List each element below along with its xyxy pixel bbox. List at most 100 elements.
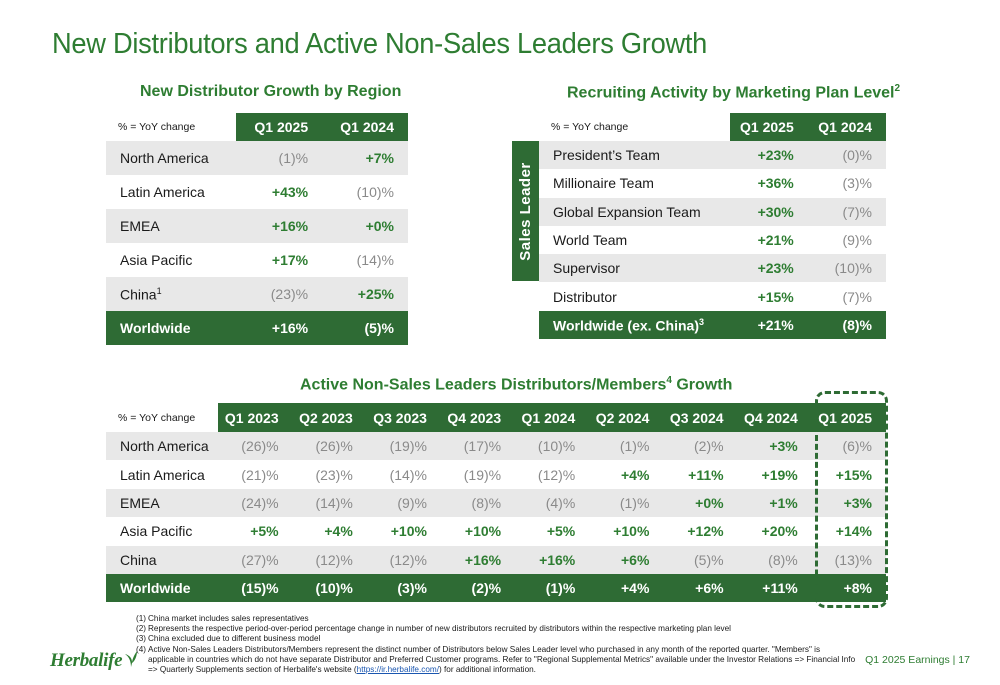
footnote: (3) China excluded due to different busin… (136, 634, 321, 644)
worldwide-row: Worldwide (ex. China)3 +21% (8)% (539, 310, 886, 340)
table-row: World Team +21% (9)% (539, 226, 886, 254)
cell-value: (1)% (236, 141, 323, 175)
cell-value: +21% (729, 310, 808, 340)
row-label: Distributor (553, 288, 617, 305)
cell-value: +43% (271, 184, 309, 200)
column-header: Q3 2023 (366, 403, 441, 432)
column-header: Q4 2023 (440, 403, 516, 432)
cell-value: +15% (835, 466, 872, 483)
column-header: Q1 2024 (807, 113, 886, 141)
cell-value: +23% (729, 141, 808, 170)
cell-value: +14% (835, 523, 872, 540)
cell-value: (26)% (218, 432, 293, 461)
row-label: China1 (106, 277, 237, 311)
cell-value: (10)% (807, 254, 886, 283)
column-header: Q1 2024 (515, 403, 590, 432)
cell-value: (19)% (463, 466, 502, 483)
cell-value: +23% (729, 254, 808, 283)
row-label: Latin America (120, 184, 205, 200)
sales-leader-label: Sales Leader (517, 161, 534, 261)
cell-value: (0)% (807, 141, 886, 170)
column-header: Q3 2024 (663, 403, 738, 432)
cell-value: (5)% (663, 545, 738, 574)
yoy-note: % = YoY change (106, 113, 237, 141)
table-row: China (27)% (12)% (12)% +16% +16% +6% (5)% (8)%(… (106, 545, 886, 574)
page-title: New Distributors and Active Non-Sales Le… (52, 28, 708, 60)
row-label: North America (106, 141, 237, 175)
cell-value: (12)% (292, 545, 367, 574)
table-row: Millionaire Team +36% (3)% (539, 169, 886, 197)
table-row: Asia Pacific +5% +4% +10% +10% +5% +10% +12% +20… (106, 517, 886, 545)
row-label: Millionaire Team (553, 175, 654, 192)
cell-value: (1)% (515, 573, 590, 603)
table1-title: New Distributor Growth by Region (140, 83, 402, 100)
row-label: Global Expansion Team (539, 197, 730, 226)
row-label: President’s Team (539, 141, 730, 170)
row-label: China (106, 545, 219, 574)
cell-value: (8)% (440, 488, 516, 518)
cell-value: +15% (757, 288, 794, 305)
cell-value: (12)% (366, 545, 441, 574)
cell-value: +11% (688, 466, 724, 483)
cell-value: +5% (250, 523, 279, 540)
cell-value: +19% (761, 466, 798, 483)
table-row: Latin America (21)% (23)% (14)% (19)% (12)% +4… (106, 460, 886, 488)
cell-value: +17% (271, 252, 309, 268)
cell-value: (14)% (356, 252, 394, 268)
footer-page-info: Q1 2025 Earnings | 17 (865, 654, 970, 666)
row-label: Worldwide (ex. China)3 (539, 310, 730, 340)
cell-value: +16% (515, 545, 590, 574)
cell-value: (21)% (241, 466, 279, 483)
column-header: Q1 2025 (729, 113, 808, 141)
cell-value: (10)% (515, 432, 590, 461)
table2-title: Recruiting Activity by Marketing Plan Le… (567, 83, 901, 102)
cell-value: +16% (236, 311, 323, 345)
row-label: Worldwide (106, 311, 237, 345)
cell-value: +25% (322, 277, 408, 311)
cell-value: +3% (737, 432, 812, 461)
worldwide-row: Worldwide +16% (5)% (106, 311, 408, 345)
cell-value: (17)% (440, 432, 516, 461)
cell-value: (4)% (515, 488, 590, 518)
cell-value: +5% (546, 523, 576, 540)
row-label: Asia Pacific (120, 252, 193, 268)
cell-value: (24)% (218, 488, 293, 518)
row-label: Worldwide (106, 573, 219, 603)
cell-value: (15)% (218, 573, 293, 603)
cell-value: (12)% (537, 466, 576, 483)
cell-value: +3% (811, 488, 886, 518)
cell-value: (8)% (807, 310, 886, 340)
cell-value: +16% (440, 545, 516, 574)
table-row: President’s Team +23% (0)% (539, 141, 886, 170)
cell-value: +0% (322, 209, 408, 243)
cell-value: (3)% (366, 573, 441, 603)
cell-value: (8)% (737, 545, 812, 574)
cell-value: (1)% (589, 488, 664, 518)
table-row: Global Expansion Team +30% (7)% (539, 197, 886, 226)
cell-value: (26)% (292, 432, 367, 461)
cell-value: (14)% (292, 488, 367, 518)
cell-value: +20% (761, 523, 798, 540)
cell-value: (9)% (842, 232, 872, 249)
cell-value: (10)% (292, 573, 367, 603)
cell-value: (6)% (811, 432, 886, 461)
sales-leader-bar (512, 141, 539, 281)
footnote: (4) Active Non-Sales Leaders Distributors… (136, 644, 856, 675)
row-label: EMEA (106, 488, 219, 518)
cell-value: +36% (757, 175, 794, 192)
row-label: EMEA (106, 209, 237, 243)
cell-value: (19)% (366, 432, 441, 461)
table-row: Supervisor +23% (10)% (539, 254, 886, 283)
row-label: Asia Pacific (120, 523, 193, 540)
footnotes: (1) China market includes sales represent… (136, 614, 856, 675)
cell-value: +1% (737, 488, 812, 518)
yoy-note: % = YoY change (106, 403, 219, 432)
herbalife-logo: Herbalife (50, 650, 138, 672)
cell-value: +4% (621, 466, 650, 483)
column-header: Q1 2025 (811, 403, 886, 432)
worldwide-row: Worldwide (15)% (10)% (3)% (2)% (1)% +4% +6% +11… (106, 573, 886, 603)
cell-value: +7% (322, 141, 408, 175)
column-header: Q4 2024 (737, 403, 812, 432)
cell-value: (13)% (811, 545, 886, 574)
investor-relations-link[interactable]: https://ir.herbalife.com/ (356, 665, 440, 675)
